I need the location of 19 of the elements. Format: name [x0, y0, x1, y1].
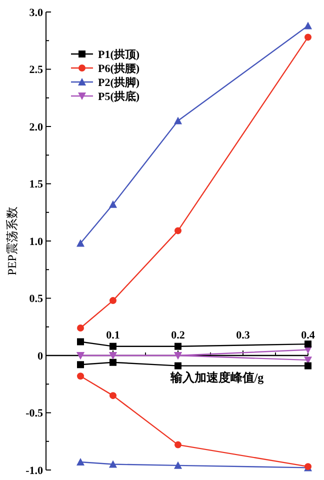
legend-label: P1(拱顶)	[98, 48, 140, 61]
y-tick-label: 3.0	[29, 6, 44, 19]
y-tick-label: 0	[38, 350, 44, 362]
x-tick-label: 0.1	[106, 330, 120, 342]
legend-label: P6(拱腰)	[98, 62, 140, 75]
x-tick-label: 0.3	[236, 330, 250, 342]
y-tick-label: -1.0	[26, 464, 44, 477]
y-tick-label: 0.5	[29, 293, 44, 306]
x-tick-label: 0.4	[301, 330, 316, 342]
y-tick-label: 1.5	[29, 178, 44, 191]
legend-label: P5(拱底)	[98, 90, 140, 103]
y-axis-title: PEP震荡系数	[5, 206, 19, 276]
y-tick-label: 2.0	[29, 121, 44, 134]
y-tick-label: 1.0	[29, 236, 44, 248]
x-tick-label: 0.2	[171, 330, 186, 342]
x-axis-title: 输入加速度峰值/g	[169, 370, 264, 384]
y-tick-label: -0.5	[26, 408, 44, 420]
y-tick-label: 2.5	[29, 64, 44, 76]
legend-label: P2(拱脚)	[98, 76, 140, 89]
